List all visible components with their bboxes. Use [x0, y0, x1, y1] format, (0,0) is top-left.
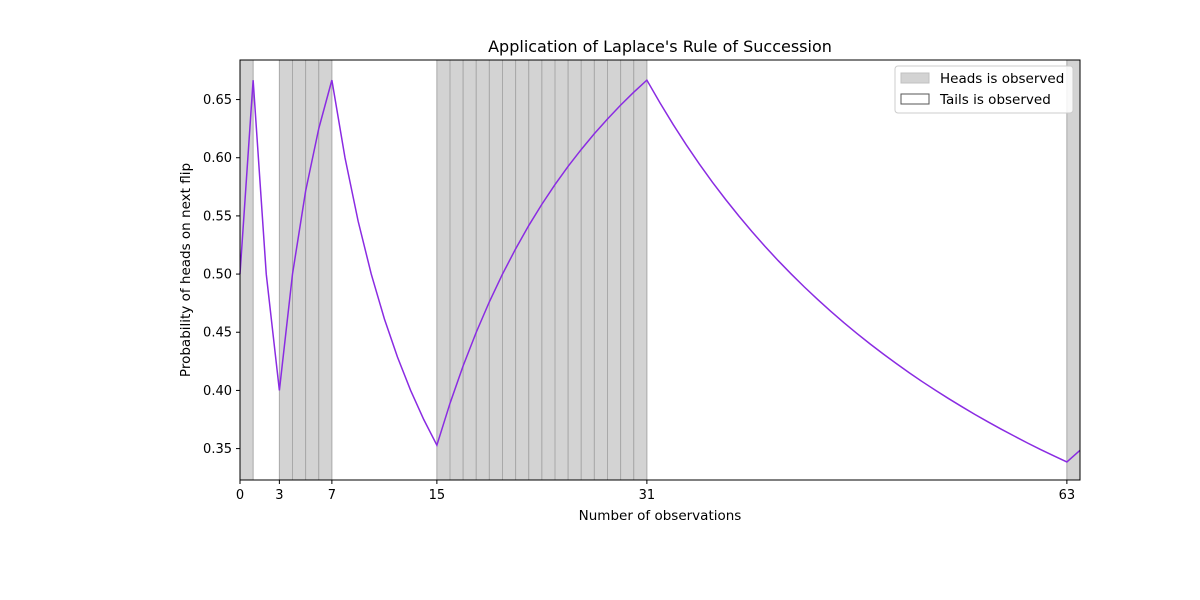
legend-box	[894, 65, 1074, 114]
x-tick-label: 63	[1059, 488, 1076, 503]
heads-band	[580, 59, 595, 481]
x-tick-label: 15	[429, 488, 446, 503]
heads-band	[620, 59, 635, 481]
heads-band	[475, 59, 490, 481]
heads-band	[1066, 59, 1081, 481]
legend-label-heads: Heads is observed	[940, 71, 1064, 87]
heads-band	[292, 59, 307, 481]
heads-band	[449, 59, 464, 481]
observation-bands	[239, 59, 1081, 481]
legend-swatch-heads	[900, 72, 930, 84]
heads-band	[488, 59, 503, 481]
legend-swatch-tails	[900, 93, 930, 105]
heads-band	[278, 59, 293, 481]
heads-band	[593, 59, 608, 481]
heads-band	[554, 59, 569, 481]
probability-line	[239, 78, 1081, 463]
y-tick-label: 0.60	[203, 151, 232, 166]
legend: Heads is observed Tails is observed	[894, 65, 1074, 114]
chart-title: Application of Laplace's Rule of Success…	[488, 37, 832, 56]
heads-band	[528, 59, 543, 481]
x-axis-label: Number of observations	[579, 508, 742, 524]
heads-band	[515, 59, 530, 481]
legend-label-tails: Tails is observed	[939, 92, 1051, 108]
y-tick-label: 0.65	[203, 93, 232, 108]
plot-frame	[239, 59, 1081, 481]
heads-band	[239, 59, 254, 481]
x-tick-label: 3	[275, 488, 283, 503]
y-tick-label: 0.45	[203, 326, 232, 341]
heads-band	[305, 59, 320, 481]
heads-band	[607, 59, 622, 481]
y-tick-label: 0.35	[203, 442, 232, 457]
x-tick-label: 31	[639, 488, 656, 503]
heads-band	[436, 59, 451, 481]
x-tick-label: 0	[236, 488, 244, 503]
y-tick-label: 0.55	[203, 209, 232, 224]
x-axis-ticks: 0 3 7 15 31 63	[236, 480, 1075, 503]
x-tick-label: 7	[328, 488, 336, 503]
heads-band	[541, 59, 556, 481]
heads-band	[462, 59, 477, 481]
y-tick-label: 0.40	[203, 384, 232, 399]
y-tick-label: 0.50	[203, 268, 232, 283]
y-axis-label: Probability of heads on next flip	[178, 163, 194, 377]
heads-band	[567, 59, 582, 481]
heads-band	[633, 59, 648, 481]
y-axis-ticks: 0.35 0.40 0.45 0.50 0.55 0.60 0.65	[203, 93, 240, 457]
